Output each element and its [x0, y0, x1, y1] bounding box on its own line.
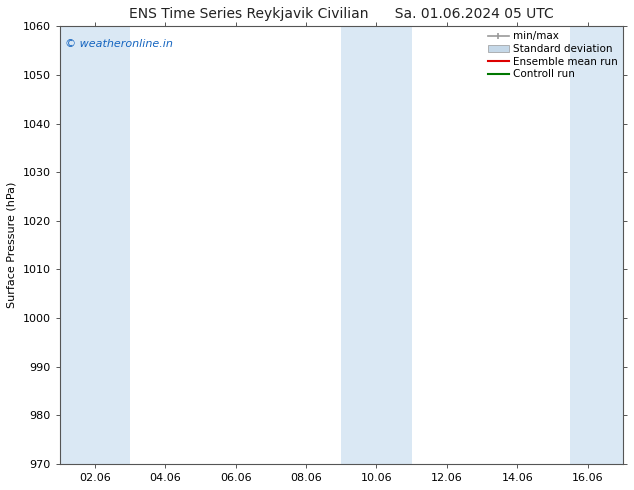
Title: ENS Time Series Reykjavik Civilian      Sa. 01.06.2024 05 UTC: ENS Time Series Reykjavik Civilian Sa. 0…	[129, 7, 553, 21]
Bar	[570, 26, 623, 464]
Y-axis label: Surface Pressure (hPa): Surface Pressure (hPa)	[7, 182, 17, 308]
Bar	[60, 26, 130, 464]
Text: © weatheronline.in: © weatheronline.in	[65, 39, 173, 49]
Bar	[341, 26, 411, 464]
Legend: min/max, Standard deviation, Ensemble mean run, Controll run: min/max, Standard deviation, Ensemble me…	[486, 29, 620, 81]
